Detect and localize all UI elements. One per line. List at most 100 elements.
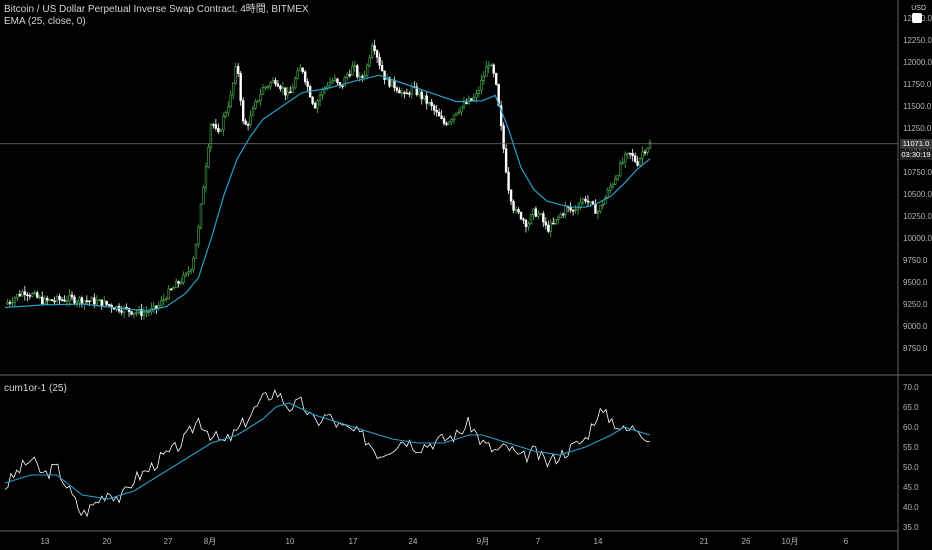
- y-tick-label: 8750.0: [903, 344, 928, 353]
- candle-body: [621, 161, 624, 164]
- x-tick-label: 10月: [782, 537, 799, 546]
- candle-body: [214, 124, 218, 129]
- candle-body: [170, 288, 173, 291]
- candle-body: [631, 153, 634, 156]
- candle-body: [507, 171, 510, 191]
- candle-body: [209, 124, 213, 148]
- candle-body: [85, 300, 89, 303]
- oscillator-legend: cum1or-1 (25): [4, 383, 67, 394]
- candle-body: [53, 300, 56, 303]
- candle-body: [65, 300, 69, 303]
- candle-body: [584, 198, 587, 202]
- candle-body: [301, 67, 304, 73]
- candle-body: [532, 208, 535, 216]
- candle-body: [73, 296, 76, 304]
- candle-body: [107, 304, 111, 306]
- candle-body: [246, 124, 250, 126]
- candle-body: [353, 65, 356, 68]
- candle-body: [589, 201, 592, 204]
- candle-body: [90, 297, 94, 302]
- candle-body: [78, 297, 81, 303]
- candle-body: [445, 123, 448, 125]
- candle-body: [537, 213, 540, 217]
- sub-y-tick-label: 60.0: [903, 423, 919, 432]
- candle-body: [460, 106, 463, 113]
- candle-body: [363, 75, 366, 78]
- candle-body: [125, 307, 128, 309]
- candle-body: [336, 78, 339, 83]
- candle-body: [477, 89, 481, 94]
- candle-body: [509, 189, 513, 202]
- candle-body: [271, 80, 275, 84]
- candle-body: [395, 87, 399, 91]
- candle-body: [485, 66, 488, 77]
- candle-body: [83, 300, 86, 305]
- candle-body: [224, 112, 227, 117]
- sub-y-tick-label: 45.0: [903, 483, 919, 492]
- candle-body: [326, 85, 329, 88]
- candle-body: [398, 90, 401, 94]
- candle-body: [428, 102, 431, 104]
- candle-body: [60, 299, 64, 302]
- candle-body: [286, 91, 290, 96]
- candle-body: [318, 94, 322, 101]
- candle-body: [626, 152, 629, 155]
- last-price-tag: 11071.0: [900, 138, 932, 149]
- candle-body: [184, 272, 188, 276]
- oscillator-line: [4, 389, 651, 518]
- candle-body: [266, 86, 270, 88]
- candle-body: [410, 86, 414, 95]
- candle-body: [234, 66, 237, 84]
- candle-body: [241, 100, 245, 122]
- candle-body: [140, 308, 143, 316]
- y-tick-label: 9750.0: [903, 256, 928, 265]
- candle-body: [45, 297, 49, 301]
- candle-body: [437, 111, 441, 117]
- candle-body: [442, 118, 446, 124]
- candle-body: [192, 257, 195, 270]
- candle-body: [361, 76, 364, 78]
- candle-body: [316, 100, 319, 109]
- candle-body: [470, 98, 473, 101]
- candle-body: [328, 82, 332, 87]
- candle-body: [239, 73, 242, 101]
- x-tick-label: 26: [742, 537, 751, 546]
- candle-body: [8, 302, 12, 304]
- candle-body: [132, 312, 136, 315]
- candle-body: [611, 183, 614, 188]
- candle-body: [348, 74, 352, 76]
- candle-body: [343, 77, 347, 87]
- candle-body: [244, 120, 247, 125]
- candle-body: [455, 112, 458, 116]
- candle-body: [284, 87, 287, 96]
- candle-body: [110, 304, 113, 309]
- candle-body: [41, 296, 44, 305]
- candle-body: [80, 297, 84, 305]
- candle-body: [182, 274, 185, 283]
- candle-body: [341, 85, 344, 87]
- candle-body: [165, 298, 168, 301]
- candle-body: [524, 219, 528, 228]
- candle-body: [502, 125, 505, 150]
- x-tick-label: 13: [41, 537, 50, 546]
- candle-body: [16, 293, 19, 299]
- price-scale-settings-icon[interactable]: [912, 13, 922, 23]
- candle-body: [517, 209, 520, 213]
- x-tick-label: 14: [594, 537, 603, 546]
- candle-body: [135, 312, 138, 314]
- candle-body: [21, 291, 24, 297]
- candle-body: [31, 293, 34, 297]
- candle-body: [358, 76, 361, 78]
- y-tick-label: 9500.0: [903, 278, 928, 287]
- sub-y-tick-label: 70.0: [903, 383, 919, 392]
- candle-body: [561, 213, 565, 216]
- candle-body: [274, 80, 277, 85]
- candle-body: [527, 223, 530, 228]
- candle-body: [212, 124, 215, 126]
- candle-body: [291, 87, 294, 93]
- candle-body: [542, 213, 545, 223]
- candle-body: [261, 87, 265, 95]
- candle-body: [38, 296, 41, 299]
- candle-body: [628, 152, 632, 155]
